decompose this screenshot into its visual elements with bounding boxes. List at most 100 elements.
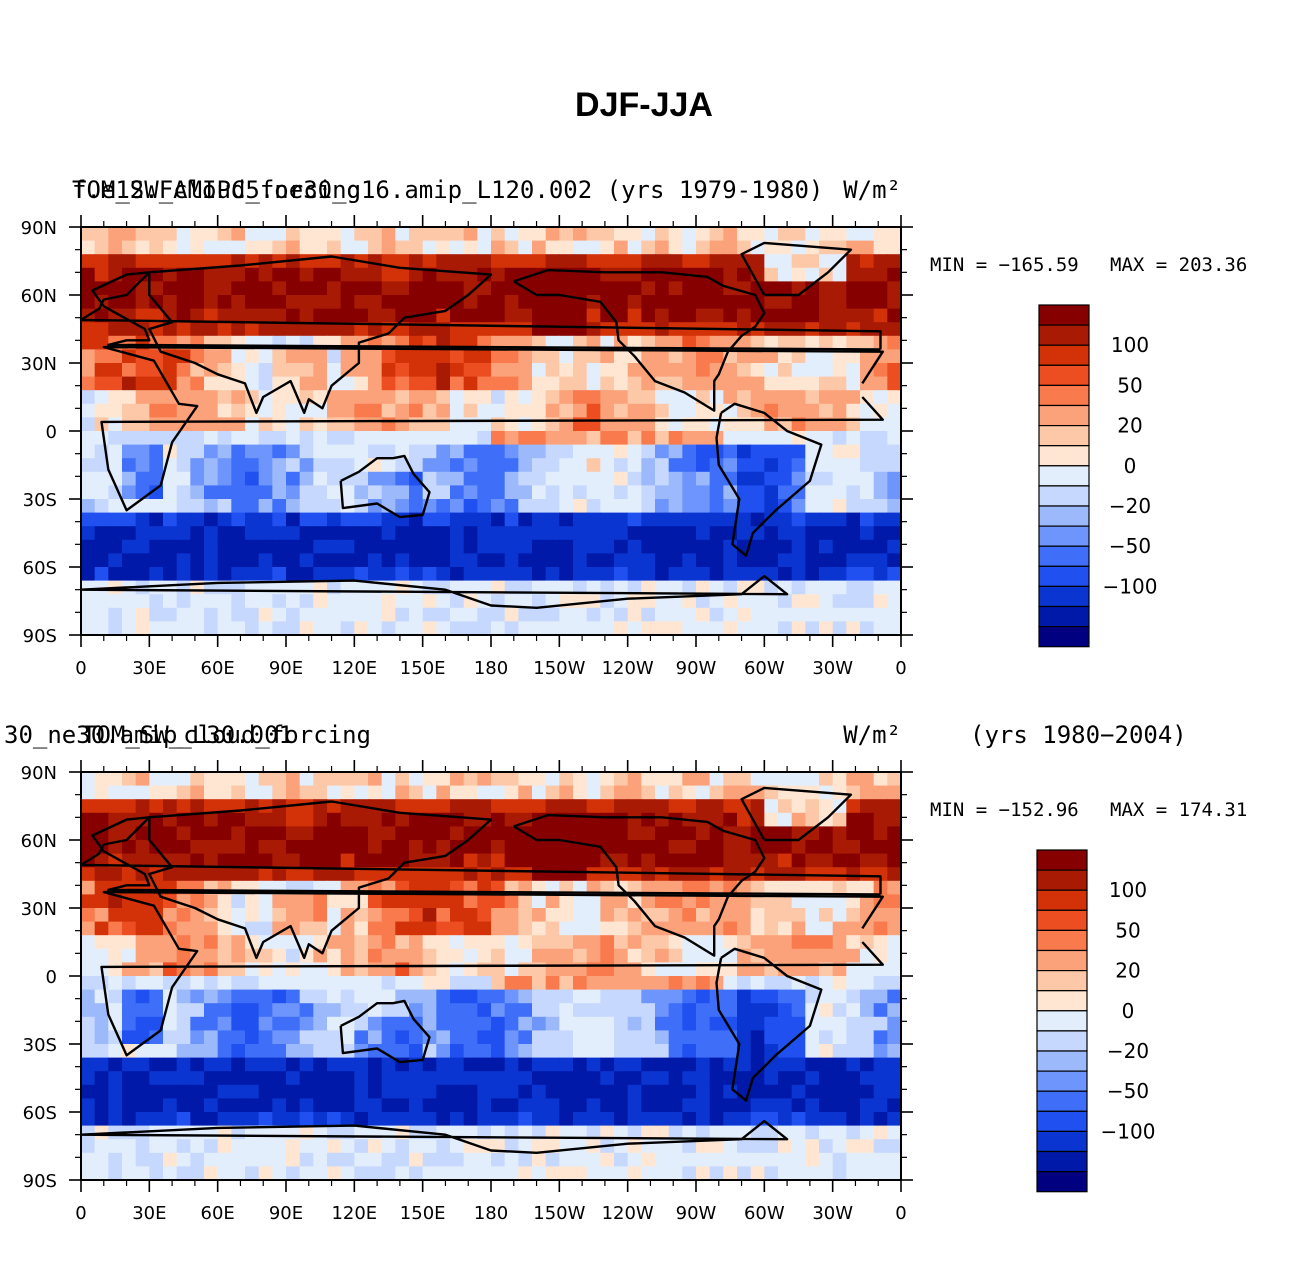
field-cell bbox=[122, 962, 137, 977]
field-cell bbox=[737, 989, 752, 1004]
field-cell bbox=[627, 227, 642, 242]
field-cell bbox=[286, 1139, 301, 1154]
field-cell bbox=[436, 567, 451, 582]
field-cell bbox=[532, 567, 547, 582]
field-cell bbox=[409, 785, 424, 800]
field-cell bbox=[381, 295, 396, 310]
field-cell bbox=[354, 962, 369, 977]
field-cell bbox=[436, 1030, 451, 1045]
field-cell bbox=[313, 607, 328, 622]
field-cell bbox=[873, 812, 888, 827]
field-cell bbox=[682, 1166, 697, 1181]
field-cell bbox=[819, 1166, 834, 1181]
field-cell bbox=[573, 853, 588, 868]
field-cell bbox=[887, 826, 902, 841]
field-cell bbox=[135, 512, 150, 527]
field-cell bbox=[600, 840, 615, 855]
x-tick-label: 0 bbox=[895, 658, 906, 679]
field-cell bbox=[518, 1125, 533, 1140]
field-cell bbox=[627, 1044, 642, 1059]
field-cell bbox=[354, 840, 369, 855]
field-cell bbox=[286, 1044, 301, 1059]
field-cell bbox=[299, 1057, 314, 1072]
field-cell bbox=[340, 772, 355, 787]
field-cell bbox=[381, 1057, 396, 1072]
field-cell bbox=[586, 281, 601, 296]
field-cell bbox=[477, 254, 492, 269]
field-cell bbox=[204, 1044, 219, 1059]
field-cell bbox=[450, 567, 465, 582]
field-cell bbox=[231, 935, 246, 950]
field-cell bbox=[641, 1098, 656, 1113]
field-cell bbox=[518, 553, 533, 568]
field-cell bbox=[204, 512, 219, 527]
field-cell bbox=[286, 417, 301, 432]
field-cell bbox=[409, 812, 424, 827]
field-cell bbox=[395, 349, 410, 364]
field-cell bbox=[586, 539, 601, 554]
field-cell bbox=[614, 458, 629, 473]
field-cell bbox=[395, 376, 410, 391]
field-cell bbox=[764, 335, 779, 350]
field-cell bbox=[819, 1057, 834, 1072]
field-cell bbox=[231, 908, 246, 923]
field-cell bbox=[176, 539, 191, 554]
field-cell bbox=[231, 1030, 246, 1045]
field-cell bbox=[272, 526, 287, 541]
field-cell bbox=[245, 1057, 260, 1072]
coast-asia bbox=[148, 255, 493, 415]
field-cell bbox=[709, 1125, 724, 1140]
field-cell bbox=[395, 1030, 410, 1045]
field-cell bbox=[764, 799, 779, 814]
field-cell bbox=[696, 785, 711, 800]
field-cell bbox=[231, 812, 246, 827]
field-cell bbox=[354, 594, 369, 609]
field-cell bbox=[368, 826, 383, 841]
field-cell bbox=[778, 1044, 793, 1059]
field-cell bbox=[163, 1084, 178, 1099]
field-cell bbox=[504, 1044, 519, 1059]
field-cell bbox=[586, 1057, 601, 1072]
field-cell bbox=[245, 417, 260, 432]
field-cell bbox=[231, 894, 246, 909]
colorbar-label: 20 bbox=[1117, 414, 1142, 438]
field-cell bbox=[627, 444, 642, 459]
field-cell bbox=[559, 1098, 574, 1113]
field-cell bbox=[573, 894, 588, 909]
field-cell bbox=[491, 799, 506, 814]
field-cell bbox=[450, 826, 465, 841]
field-cell bbox=[286, 1071, 301, 1086]
field-cell bbox=[313, 867, 328, 882]
field-cell bbox=[81, 335, 96, 350]
field-cell bbox=[805, 826, 820, 841]
field-cell bbox=[641, 322, 656, 337]
field-cell bbox=[272, 1030, 287, 1045]
field-cell bbox=[573, 1057, 588, 1072]
field-cell bbox=[586, 976, 601, 991]
field-cell bbox=[477, 976, 492, 991]
field-cell bbox=[340, 295, 355, 310]
field-cell bbox=[395, 526, 410, 541]
field-cell bbox=[395, 607, 410, 622]
field-cell bbox=[409, 935, 424, 950]
field-cell bbox=[108, 785, 123, 800]
field-cell bbox=[381, 1139, 396, 1154]
field-cell bbox=[545, 1003, 560, 1018]
colorbar-label: 50 bbox=[1117, 373, 1142, 397]
field-cell bbox=[573, 254, 588, 269]
field-cell bbox=[860, 1057, 875, 1072]
field-cell bbox=[832, 376, 847, 391]
field-cell bbox=[655, 1057, 670, 1072]
field-cell bbox=[81, 431, 96, 446]
field-cell bbox=[655, 1071, 670, 1086]
field-cell bbox=[846, 444, 861, 459]
field-cell bbox=[149, 526, 164, 541]
field-cell bbox=[409, 1084, 424, 1099]
field-cell bbox=[340, 1152, 355, 1167]
field-cell bbox=[217, 772, 232, 787]
field-cell bbox=[272, 349, 287, 364]
field-cell bbox=[149, 431, 164, 446]
field-cell bbox=[559, 322, 574, 337]
field-cell bbox=[737, 1152, 752, 1167]
field-cell bbox=[450, 621, 465, 636]
